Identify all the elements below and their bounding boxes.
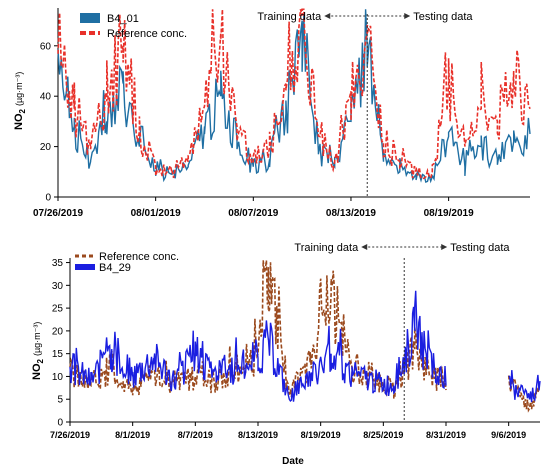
top-series-line-reference-conc- xyxy=(57,8,531,180)
bottom-annotation-testing: Testing data xyxy=(450,242,510,254)
top-y-tick-label: 40 xyxy=(40,92,52,103)
top-chart: 0 20 40 60 07/26/2019 08/01/2019 08/07/2019 08… xyxy=(13,8,531,219)
top-x-tick-label: 08/01/2019 xyxy=(131,208,181,219)
bot-y-tick-label: 20 xyxy=(52,326,64,337)
bot-x-tick-label: 8/13/2019 xyxy=(238,430,278,440)
top-legend-swatch-b4-01 xyxy=(80,13,100,23)
bottom-y-axis-label: NO2(µg·m⁻³) xyxy=(31,322,45,380)
bot-series-line-b4-29 xyxy=(508,370,541,403)
top-arrow-left-head xyxy=(324,13,331,19)
bottom-annotation-training: Training data xyxy=(294,242,359,254)
bottom-chart: 0 5 10 15 20 25 30 35 7/26/2019 8/1/2019 8/7/2019… xyxy=(31,242,541,467)
bot-y-tick-label: 30 xyxy=(52,281,64,292)
bot-x-tick-label: 8/1/2019 xyxy=(115,430,150,440)
top-arrow-right-head xyxy=(404,13,411,19)
bottom-legend-swatch-b4-29 xyxy=(75,264,95,270)
bot-x-tick-label: 8/31/2019 xyxy=(426,430,466,440)
bottom-legend-label-b4-29: B4_29 xyxy=(99,262,131,274)
top-x-ticks: 07/26/2019 08/01/2019 08/07/2019 08/13/2019… xyxy=(33,197,474,219)
bot-y-tick-label: 35 xyxy=(52,258,64,269)
bottom-legend: Reference conc. B4_29 xyxy=(75,251,179,274)
top-x-tick-label: 08/07/2019 xyxy=(228,208,278,219)
bottom-y-ticks: 0 5 10 15 20 25 30 35 xyxy=(52,258,70,429)
top-y-tick-label: 20 xyxy=(40,142,52,153)
top-series xyxy=(57,8,531,184)
top-x-tick-label: 08/13/2019 xyxy=(326,208,376,219)
bottom-x-ticks: 7/26/2019 8/1/2019 8/7/2019 8/13/2019 8/19/2… xyxy=(50,422,526,440)
bot-x-tick-label: 8/7/2019 xyxy=(178,430,213,440)
top-legend: B4_01 Reference conc. xyxy=(80,13,187,40)
bot-y-tick-label: 25 xyxy=(52,304,64,315)
bot-y-tick-label: 0 xyxy=(57,418,63,429)
bot-x-tick-label: 9/6/2019 xyxy=(491,430,526,440)
bot-y-tick-label: 5 xyxy=(57,395,63,406)
bottom-legend-label-reference: Reference conc. xyxy=(99,251,179,263)
top-y-tick-label: 0 xyxy=(45,193,51,204)
bot-y-tick-label: 15 xyxy=(52,349,64,360)
top-legend-label-reference: Reference conc. xyxy=(107,28,187,40)
top-legend-label-b4-01: B4_01 xyxy=(107,13,139,25)
bot-series-line-reference-conc- xyxy=(69,260,447,399)
bot-x-tick-label: 8/25/2019 xyxy=(363,430,403,440)
top-y-ticks: 0 20 40 60 xyxy=(40,41,58,204)
bottom-arrow-right-head xyxy=(441,244,448,250)
bot-x-tick-label: 7/26/2019 xyxy=(50,430,90,440)
top-x-tick-label: 07/26/2019 xyxy=(33,208,83,219)
bottom-arrow-left-head xyxy=(361,244,368,250)
top-x-tick-label: 08/19/2019 xyxy=(424,208,474,219)
top-annotation-testing: Testing data xyxy=(413,11,473,23)
bottom-x-axis-label: Date xyxy=(282,456,304,467)
top-y-tick-label: 60 xyxy=(40,41,52,52)
bot-y-tick-label: 10 xyxy=(52,372,64,383)
bottom-series xyxy=(69,260,541,413)
bot-x-tick-label: 8/19/2019 xyxy=(301,430,341,440)
top-annotation-training: Training data xyxy=(257,11,322,23)
top-y-axis-label: NO2(µg·m⁻³) xyxy=(13,72,27,130)
bot-series-line-b4-29 xyxy=(69,290,447,403)
